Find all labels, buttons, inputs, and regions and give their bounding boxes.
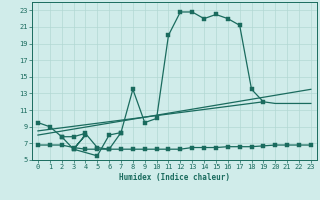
X-axis label: Humidex (Indice chaleur): Humidex (Indice chaleur) <box>119 173 230 182</box>
